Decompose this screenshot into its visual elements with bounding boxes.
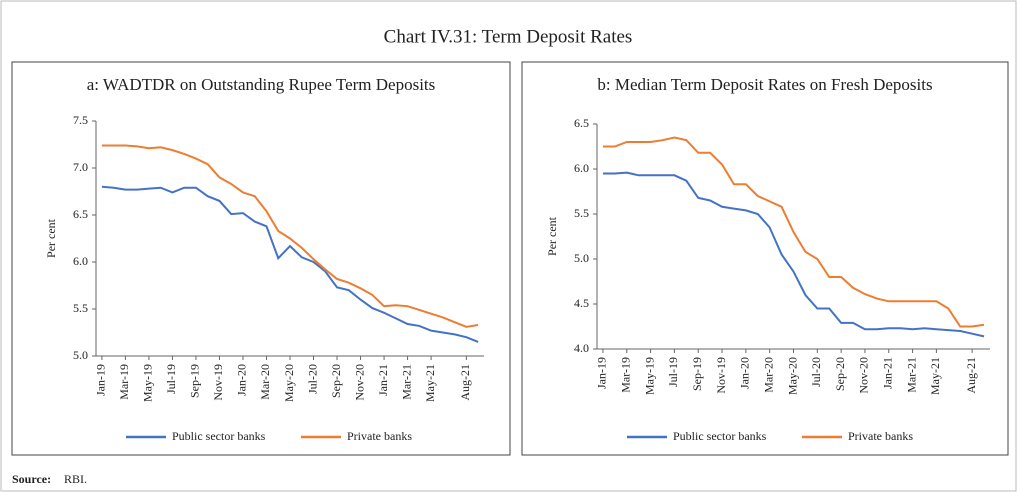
x-tick-label: May-21 — [928, 357, 942, 395]
x-tick-label: May-21 — [423, 364, 437, 402]
x-tick-label: Mar-19 — [619, 357, 633, 393]
x-tick-label: Sep-19 — [188, 364, 202, 398]
panel-b — [521, 61, 1009, 456]
x-tick-label: Mar-21 — [904, 357, 918, 393]
y-axis-label: Per cent — [44, 218, 58, 258]
x-tick-label: Sep-20 — [329, 364, 343, 398]
line — [101, 144, 479, 328]
x-tick-label: May-20 — [282, 364, 296, 402]
x-tick-label: Nov-20 — [352, 364, 366, 401]
y-tick-label: 5.5 — [574, 206, 589, 220]
source-label: Source: — [12, 472, 51, 486]
x-tick-label: May-19 — [141, 364, 155, 402]
x-tick-label: Mar-19 — [117, 364, 131, 400]
legend-label: Private banks — [347, 429, 412, 443]
legend-label: Public sector banks — [172, 429, 266, 443]
source: RBI. — [64, 472, 87, 486]
x-tick-label: Jan-19 — [94, 364, 108, 396]
y-tick-label: 7.0 — [73, 160, 88, 174]
x-tick-label: Aug-21 — [458, 364, 472, 401]
x-tick-label: Sep-20 — [833, 357, 847, 391]
x-tick-label: Jul-20 — [305, 364, 319, 394]
y-tick-label: 6.0 — [574, 161, 589, 175]
line — [101, 185, 479, 343]
x-tick-label: Mar-20 — [258, 364, 272, 400]
y-tick-label: 4.0 — [574, 341, 589, 355]
panel-a — [11, 61, 511, 456]
x-tick-label: Aug-21 — [964, 357, 978, 394]
x-tick-label: Jan-21 — [376, 364, 390, 396]
legend-label: Public sector banks — [673, 429, 767, 443]
x-tick-label: Jul-19 — [164, 364, 178, 394]
y-tick-label: 6.5 — [574, 116, 589, 130]
y-tick-label: 5.5 — [73, 301, 88, 315]
y-tick-label: 4.5 — [574, 296, 589, 310]
x-tick-label: Jan-20 — [235, 364, 249, 396]
x-tick-label: May-19 — [642, 357, 656, 395]
page-title: Chart IV.31: Term Deposit Rates — [384, 26, 633, 47]
y-tick-label: 6.0 — [73, 254, 88, 268]
y-axis-label: Per cent — [545, 216, 559, 256]
y-tick-label: 7.5 — [73, 113, 88, 127]
line — [602, 136, 985, 328]
legend-label: Private banks — [848, 429, 913, 443]
x-tick-label: Mar-20 — [761, 357, 775, 393]
y-tick-label: 6.5 — [73, 207, 88, 221]
x-tick-label: Nov-19 — [211, 364, 225, 401]
chart-title: b: Median Term Deposit Rates on Fresh De… — [597, 75, 932, 94]
x-tick-label: Jan-19 — [595, 357, 609, 389]
line — [602, 171, 985, 338]
x-tick-label: Nov-19 — [714, 357, 728, 394]
x-tick-label: Jan-21 — [881, 357, 895, 389]
x-tick-label: Jan-20 — [738, 357, 752, 389]
x-tick-label: May-20 — [785, 357, 799, 395]
x-tick-label: Mar-21 — [399, 364, 413, 400]
x-tick-label: Nov-20 — [857, 357, 871, 394]
chart-title: a: WADTDR on Outstanding Rupee Term Depo… — [87, 75, 436, 94]
y-tick-label: 5.0 — [73, 348, 88, 362]
x-tick-label: Sep-19 — [690, 357, 704, 391]
x-tick-label: Jul-20 — [809, 357, 823, 387]
y-tick-label: 5.0 — [574, 251, 589, 265]
x-tick-label: Jul-19 — [666, 357, 680, 387]
